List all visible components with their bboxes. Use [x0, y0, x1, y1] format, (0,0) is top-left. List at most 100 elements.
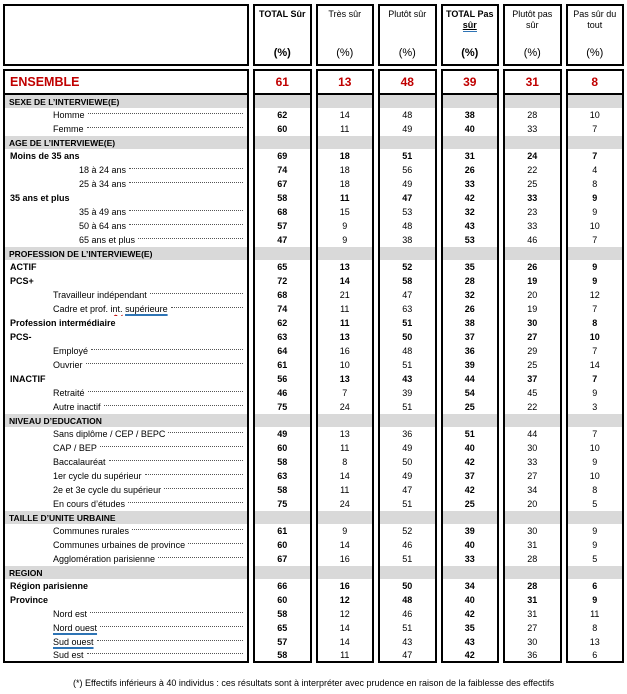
- value-cell-col4: 40: [440, 122, 499, 136]
- dotted-leader: [144, 474, 243, 475]
- value-cell-col3: 47: [378, 649, 437, 663]
- value-cell-col5: 33: [503, 219, 562, 233]
- ensemble-value-col4: 39: [440, 69, 499, 95]
- section-header: PROFESSION DE L’INTERVIEWE(E): [3, 247, 249, 260]
- value-cell-col6: 7: [565, 344, 624, 358]
- dotted-leader: [99, 446, 243, 447]
- dotted-leader: [129, 182, 243, 183]
- value-cell-col3: 51: [378, 621, 437, 635]
- column-header-label: Pas sûr du tout: [573, 9, 617, 31]
- value-cell-col1: 69: [253, 149, 312, 163]
- dotted-leader: [132, 529, 243, 530]
- value-cell-col4: 38: [440, 316, 499, 330]
- row-label-text: Cadre et prof. int. supérieure: [53, 304, 168, 314]
- value-cell-col5: 45: [503, 386, 562, 400]
- row-label-text: Communes urbaines de province: [53, 540, 186, 550]
- row-label: Profession intermédiaire: [3, 316, 249, 330]
- row-label: CAP / BEP: [3, 441, 249, 455]
- section-cell-col1: [253, 511, 312, 524]
- value-cell-col6: 7: [565, 149, 624, 163]
- column-header-label: TOTAL Pas sûr: [445, 9, 494, 32]
- value-cell-col6: 6: [565, 649, 624, 663]
- value-cell-col4: 42: [440, 483, 499, 497]
- value-cell-col6: 7: [565, 233, 624, 247]
- value-cell-col1: 56: [253, 372, 312, 386]
- row-label: 18 à 24 ans: [3, 163, 249, 177]
- value-cell-col6: 12: [565, 288, 624, 302]
- value-cell-col2: 9: [315, 219, 374, 233]
- section-cell-col3: [378, 95, 437, 108]
- ensemble-label: ENSEMBLE: [3, 69, 249, 95]
- row-label-text: Ouvrier: [53, 360, 83, 370]
- value-cell-col1: 46: [253, 386, 312, 400]
- value-cell-col2: 11: [315, 302, 374, 316]
- column-header-unit: (%): [398, 47, 416, 60]
- header-label-cell: [3, 4, 249, 66]
- section-cell-col6: [565, 511, 624, 524]
- value-cell-col4: 42: [440, 649, 499, 663]
- row-label-text: Communes rurales: [53, 526, 130, 536]
- value-cell-col4: 40: [440, 538, 499, 552]
- value-cell-col2: 14: [315, 538, 374, 552]
- section-cell-col4: [440, 247, 499, 260]
- value-cell-col1: 68: [253, 205, 312, 219]
- value-cell-col1: 57: [253, 635, 312, 649]
- section-cell-col4: [440, 414, 499, 427]
- value-cell-col3: 49: [378, 469, 437, 483]
- dotted-leader: [100, 626, 243, 627]
- row-label: 1er cycle du supérieur: [3, 469, 249, 483]
- value-cell-col2: 18: [315, 149, 374, 163]
- value-cell-col2: 16: [315, 344, 374, 358]
- value-cell-col4: 39: [440, 358, 499, 372]
- row-label: Sud ouest: [3, 635, 249, 649]
- row-label: 2e et 3e cycle du supérieur: [3, 483, 249, 497]
- value-cell-col2: 9: [315, 233, 374, 247]
- value-cell-col1: 61: [253, 524, 312, 538]
- value-cell-col6: 8: [565, 177, 624, 191]
- value-cell-col2: 12: [315, 607, 374, 621]
- value-cell-col5: 27: [503, 469, 562, 483]
- value-cell-col1: 68: [253, 288, 312, 302]
- section-cell-col4: [440, 95, 499, 108]
- dotted-leader: [85, 363, 243, 364]
- row-label-text: Sans diplôme / CEP / BEPC: [53, 429, 166, 439]
- row-label: 25 à 34 ans: [3, 177, 249, 191]
- value-cell-col5: 31: [503, 593, 562, 607]
- value-cell-col4: 36: [440, 344, 499, 358]
- value-cell-col4: 37: [440, 469, 499, 483]
- value-cell-col1: 63: [253, 330, 312, 344]
- value-cell-col1: 58: [253, 455, 312, 469]
- row-label: Agglomération parisienne: [3, 552, 249, 566]
- value-cell-col2: 9: [315, 524, 374, 538]
- row-label-text: Région parisienne: [10, 581, 89, 591]
- value-cell-col1: 60: [253, 122, 312, 136]
- column-header-label-line2: sûr: [462, 20, 477, 32]
- row-label-text: Homme: [53, 110, 85, 120]
- column-header-unit: (%): [461, 47, 479, 60]
- dotted-leader: [158, 557, 243, 558]
- row-label: Communes urbaines de province: [3, 538, 249, 552]
- section-cell-col2: [315, 247, 374, 260]
- row-label: Sans diplôme / CEP / BEPC: [3, 427, 249, 441]
- section-header: REGION: [3, 566, 249, 579]
- value-cell-col2: 8: [315, 455, 374, 469]
- column-header-5: Plutôt pas sûr (%): [503, 4, 562, 66]
- value-cell-col2: 11: [315, 316, 374, 330]
- row-label-text: PCS-: [10, 332, 32, 342]
- section-cell-col4: [440, 566, 499, 579]
- value-cell-col6: 7: [565, 122, 624, 136]
- row-label-text: En cours d’études: [53, 499, 126, 509]
- value-cell-col6: 6: [565, 579, 624, 593]
- dotted-leader: [129, 224, 243, 225]
- section-cell-col2: [315, 136, 374, 149]
- section-cell-col2: [315, 566, 374, 579]
- grammar-checked-word: Nord ouest: [53, 623, 98, 633]
- dotted-leader: [87, 391, 243, 392]
- section-cell-col3: [378, 136, 437, 149]
- value-cell-col6: 10: [565, 108, 624, 122]
- row-label-text: 25 à 34 ans: [79, 179, 127, 189]
- section-header: SEXE DE L’INTERVIEWE(E): [3, 95, 249, 108]
- row-label-text: 18 à 24 ans: [79, 165, 127, 175]
- value-cell-col5: 27: [503, 621, 562, 635]
- dotted-leader: [188, 543, 243, 544]
